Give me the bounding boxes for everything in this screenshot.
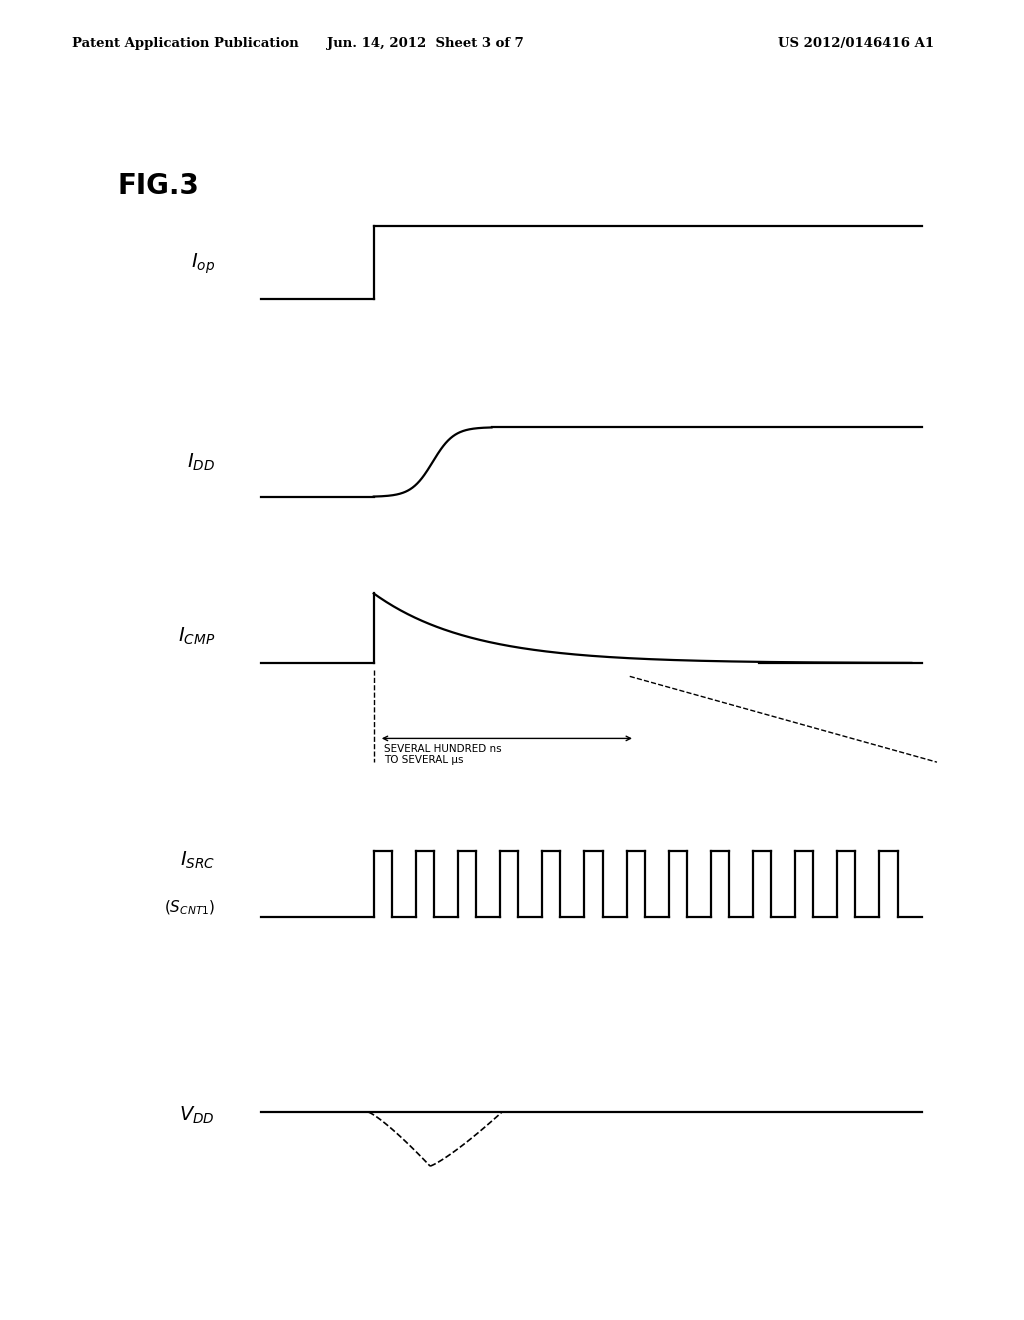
Text: Jun. 14, 2012  Sheet 3 of 7: Jun. 14, 2012 Sheet 3 of 7 <box>327 37 523 50</box>
Text: FIG.3: FIG.3 <box>118 172 200 199</box>
Text: $\mathit{I}_{op}$: $\mathit{I}_{op}$ <box>190 252 215 276</box>
Text: $\mathit{I}_{DD}$: $\mathit{I}_{DD}$ <box>187 451 215 473</box>
Text: US 2012/0146416 A1: US 2012/0146416 A1 <box>778 37 934 50</box>
Text: $\mathit{I}_{SRC}$: $\mathit{I}_{SRC}$ <box>179 850 215 871</box>
Text: SEVERAL HUNDRED ns
TO SEVERAL μs: SEVERAL HUNDRED ns TO SEVERAL μs <box>384 743 502 766</box>
Text: $\mathit{I}_{CMP}$: $\mathit{I}_{CMP}$ <box>178 626 215 647</box>
Text: Patent Application Publication: Patent Application Publication <box>72 37 298 50</box>
Text: $(\mathit{S}_{CNT1})$: $(\mathit{S}_{CNT1})$ <box>164 899 215 917</box>
Text: $\mathit{V}_{DD}$: $\mathit{V}_{DD}$ <box>179 1105 215 1126</box>
